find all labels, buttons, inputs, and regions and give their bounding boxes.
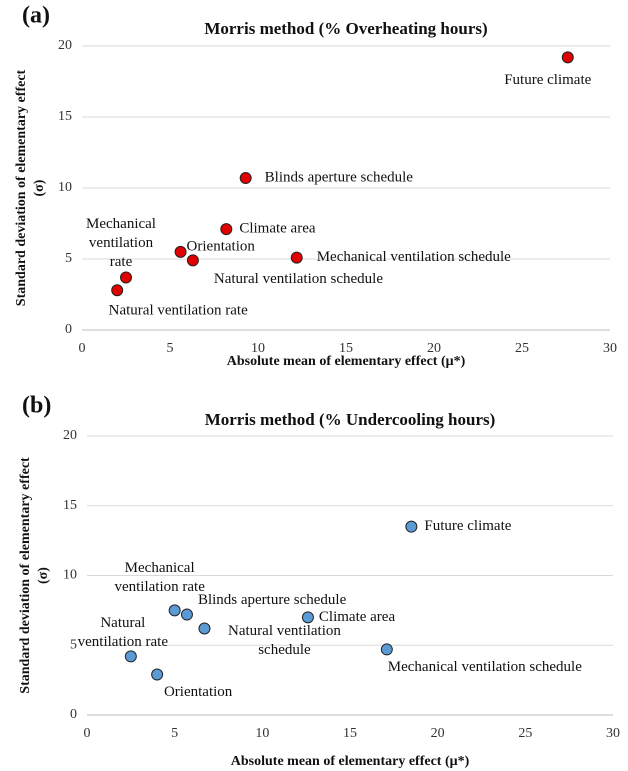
y-tick-label: 10 — [58, 180, 72, 195]
point-label: Blinds aperture schedule — [198, 592, 347, 608]
point-label: Blinds aperture schedule — [265, 169, 414, 185]
x-tick-label: 15 — [339, 341, 353, 356]
point-label: Future climate — [504, 72, 591, 88]
point-label: rate — [110, 254, 133, 270]
point — [151, 668, 164, 681]
panel-label: (b) — [22, 393, 51, 419]
x-tick-label: 25 — [518, 726, 532, 741]
point-label: Climate area — [319, 609, 396, 625]
point — [380, 643, 393, 656]
point-label: Future climate — [424, 518, 511, 534]
point-label: Mechanical ventilation schedule — [388, 659, 582, 675]
point — [239, 172, 252, 185]
point — [290, 251, 303, 264]
point-label: Natural ventilation — [228, 623, 341, 639]
panel-label: (a) — [22, 3, 50, 29]
y-tick-label: 20 — [63, 428, 77, 443]
x-tick-label: 20 — [431, 726, 445, 741]
x-tick-label: 20 — [427, 341, 441, 356]
point-label: ventilation — [89, 235, 154, 251]
x-tick-label: 30 — [606, 726, 620, 741]
y-axis-title: Standard deviation of elementary effect — [18, 457, 33, 694]
point-label: Natural — [100, 615, 145, 631]
point-label: schedule — [258, 642, 311, 658]
x-tick-label: 5 — [171, 726, 178, 741]
x-tick-label: 30 — [603, 341, 617, 356]
point — [405, 520, 418, 533]
y-axis-title: (σ) — [36, 567, 51, 584]
point — [220, 223, 233, 236]
y-tick-label: 15 — [63, 498, 77, 513]
point — [186, 254, 199, 267]
point — [174, 245, 187, 258]
x-tick-label: 0 — [84, 726, 91, 741]
chart-title: Morris method (% Overheating hours) — [204, 19, 487, 38]
y-tick-label: 15 — [58, 109, 72, 124]
x-tick-label: 25 — [515, 341, 529, 356]
y-tick-label: 5 — [65, 251, 72, 266]
point — [180, 608, 193, 621]
y-tick-label: 5 — [70, 637, 77, 652]
point — [111, 284, 124, 297]
point-label: Climate area — [239, 221, 316, 237]
x-tick-label: 0 — [79, 341, 86, 356]
y-axis-title: Standard deviation of elementary effect — [14, 69, 29, 306]
point-label: Orientation — [187, 238, 256, 254]
y-tick-label: 20 — [58, 38, 72, 53]
x-axis-title: Absolute mean of elementary effect (μ*) — [231, 754, 470, 769]
point-label: Mechanical — [125, 560, 195, 576]
point — [168, 604, 181, 617]
chart-title: Morris method (% Undercooling hours) — [205, 410, 496, 429]
y-tick-label: 10 — [63, 568, 77, 583]
point-label: ventilation rate — [78, 634, 169, 650]
point-label: Orientation — [164, 684, 233, 700]
y-tick-label: 0 — [65, 322, 72, 337]
x-tick-label: 10 — [255, 726, 269, 741]
x-tick-label: 15 — [343, 726, 357, 741]
point — [561, 51, 574, 64]
y-axis-title: (σ) — [32, 179, 47, 196]
point-label: Natural ventilation schedule — [214, 271, 383, 287]
point — [124, 650, 137, 663]
y-tick-label: 0 — [70, 707, 77, 722]
x-axis-title: Absolute mean of elementary effect (μ*) — [227, 354, 466, 369]
point — [301, 611, 314, 624]
point-label: Natural ventilation rate — [109, 303, 248, 319]
point — [198, 622, 211, 635]
x-tick-label: 5 — [167, 341, 174, 356]
x-tick-label: 10 — [251, 341, 265, 356]
point-label: Mechanical ventilation schedule — [317, 249, 511, 265]
point-label: Mechanical — [86, 216, 156, 232]
point-label: ventilation rate — [114, 579, 205, 595]
point — [120, 271, 132, 284]
